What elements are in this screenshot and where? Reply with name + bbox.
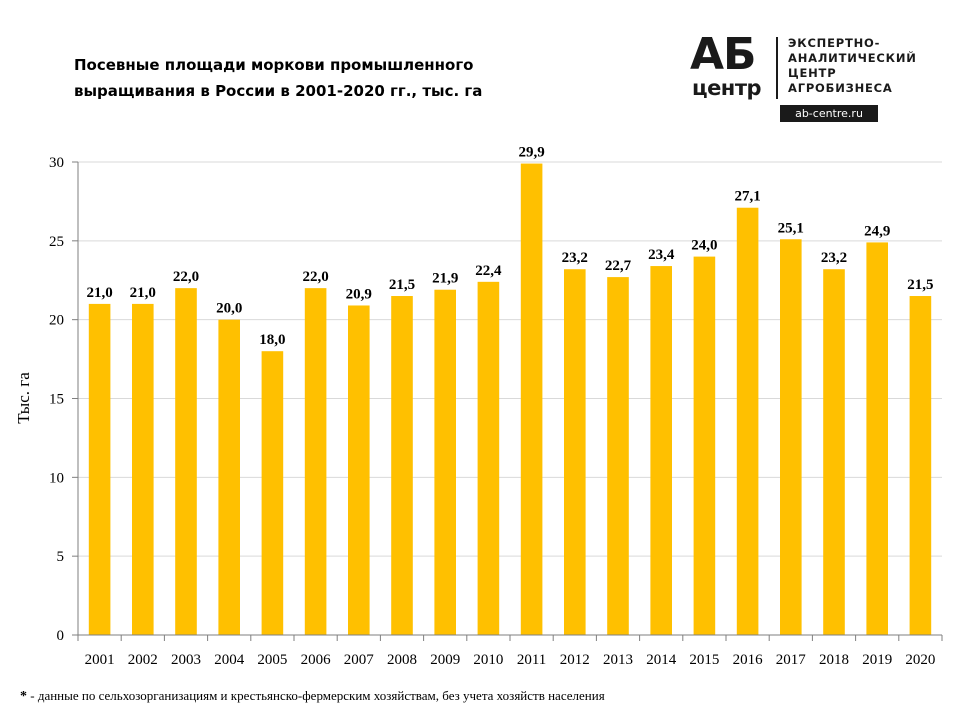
bar-2017 — [780, 239, 802, 636]
bar-2010 — [477, 281, 500, 635]
grid-lines — [78, 161, 942, 557]
bar-2005 — [261, 351, 284, 635]
x-tick-label-2017: 2017 — [776, 652, 807, 668]
axes: 0 5 10 15 20 25 30 2001 2002 2003 2004 2005 2006 2007… — [49, 155, 943, 668]
x-tick-label-2012: 2012 — [560, 652, 590, 668]
footnote-asterisk: * — [20, 689, 27, 704]
bar-2013 — [607, 277, 629, 635]
x-tick-label-2009: 2009 — [430, 652, 460, 668]
bar-2012 — [564, 269, 586, 635]
x-tick-label-2002: 2002 — [128, 652, 158, 668]
x-tick-label-2020: 2020 — [905, 652, 935, 668]
logo-tagline-line-3: ЦЕНТР — [788, 66, 837, 80]
bar-2016 — [736, 207, 759, 635]
data-label-2016: 27,1 — [734, 189, 760, 205]
footnote-text: - данные по сельхозорганизациям и кресть… — [27, 688, 605, 703]
data-label-2015: 24,0 — [691, 238, 717, 254]
data-label-2012: 23,2 — [562, 250, 588, 266]
bar-2002 — [132, 303, 154, 635]
y-tick-label-30: 30 — [49, 155, 64, 171]
chart-title: Посевные площади моркови промышленного в… — [74, 52, 534, 104]
y-tick-label-20: 20 — [49, 313, 64, 329]
y-tick-label-15: 15 — [49, 392, 64, 408]
bar-2014 — [650, 266, 672, 635]
logo-centr-text: центр — [692, 76, 762, 100]
data-label-2019: 24,9 — [864, 223, 890, 239]
y-tick-label-0: 0 — [57, 628, 65, 644]
data-label-2017: 25,1 — [778, 220, 804, 236]
data-label-2014: 23,4 — [648, 247, 675, 263]
x-tick-label-2018: 2018 — [819, 652, 849, 668]
data-label-2004: 20,0 — [216, 301, 242, 317]
bar-2006 — [304, 288, 327, 635]
data-labels: 21,0 21,0 22,0 20,0 18,0 22,0 20,9 21,5 21,9 22,4… — [86, 145, 933, 349]
logo-tagline-line-1: ЭКСПЕРТНО- — [788, 36, 881, 50]
data-label-2005: 18,0 — [259, 332, 285, 348]
x-tick-label-2005: 2005 — [257, 652, 287, 668]
x-tick-label-2008: 2008 — [387, 652, 417, 668]
chart-title-line-1: Посевные площади моркови промышленного — [74, 56, 474, 74]
logo-tagline: ЭКСПЕРТНО- АНАЛИТИЧЕСКИЙ ЦЕНТР АГРОБИЗНЕ… — [788, 36, 938, 96]
footnote: * - данные по сельхозорганизациям и крес… — [20, 688, 605, 705]
logo-site-url: ab-centre.ru — [780, 105, 878, 122]
bar-2004 — [218, 319, 240, 635]
bar-2011 — [520, 163, 543, 635]
data-label-2008: 21,5 — [389, 277, 415, 293]
data-label-2003: 22,0 — [173, 269, 199, 285]
bar-2015 — [693, 256, 716, 635]
x-tick-label-2001: 2001 — [85, 652, 115, 668]
data-label-2010: 22,4 — [475, 263, 502, 279]
data-label-2009: 21,9 — [432, 271, 458, 287]
bar-2003 — [175, 288, 197, 635]
y-tick-label-25: 25 — [49, 234, 64, 250]
x-tick-label-2003: 2003 — [171, 652, 201, 668]
bar-2020 — [909, 296, 932, 635]
bar-2008 — [391, 296, 413, 635]
logo-tagline-line-2: АНАЛИТИЧЕСКИЙ — [788, 51, 917, 65]
x-tick-label-2004: 2004 — [214, 652, 245, 668]
data-label-2007: 20,9 — [346, 286, 372, 302]
data-label-2002: 21,0 — [130, 285, 156, 301]
x-tick-label-2011: 2011 — [517, 652, 546, 668]
x-tick-label-2013: 2013 — [603, 652, 633, 668]
data-label-2006: 22,0 — [302, 269, 328, 285]
logo-ab-text: АБ — [690, 29, 757, 80]
bar-2018 — [823, 269, 845, 635]
x-tick-label-2019: 2019 — [862, 652, 892, 668]
y-axis-label: Тыс. га — [14, 372, 33, 424]
y-tick-label-5: 5 — [57, 549, 65, 565]
logo-divider — [776, 37, 778, 99]
data-label-2013: 22,7 — [605, 258, 632, 274]
ab-centre-logo: АБ центр ЭКСПЕРТНО- АНАЛИТИЧЕСКИЙ ЦЕНТР … — [690, 33, 930, 123]
x-tick-label-2014: 2014 — [646, 652, 677, 668]
x-tick-label-2015: 2015 — [689, 652, 719, 668]
bar-2019 — [866, 242, 888, 635]
x-tick-label-2006: 2006 — [301, 652, 332, 668]
bar-2001 — [88, 303, 111, 635]
data-label-2001: 21,0 — [86, 285, 112, 301]
bars — [88, 163, 932, 636]
data-label-2020: 21,5 — [907, 277, 933, 293]
y-tick-label-10: 10 — [49, 470, 64, 486]
chart-title-line-2: выращивания в России в 2001-2020 гг., ты… — [74, 82, 483, 100]
x-tick-label-2016: 2016 — [733, 652, 764, 668]
bar-2007 — [348, 305, 370, 635]
x-tick-label-2010: 2010 — [473, 652, 503, 668]
bar-2009 — [434, 289, 456, 635]
x-tick-label-2007: 2007 — [344, 652, 375, 668]
data-label-2011: 29,9 — [518, 145, 544, 161]
logo-tagline-line-4: АГРОБИЗНЕСА — [788, 81, 893, 95]
data-label-2018: 23,2 — [821, 250, 847, 266]
